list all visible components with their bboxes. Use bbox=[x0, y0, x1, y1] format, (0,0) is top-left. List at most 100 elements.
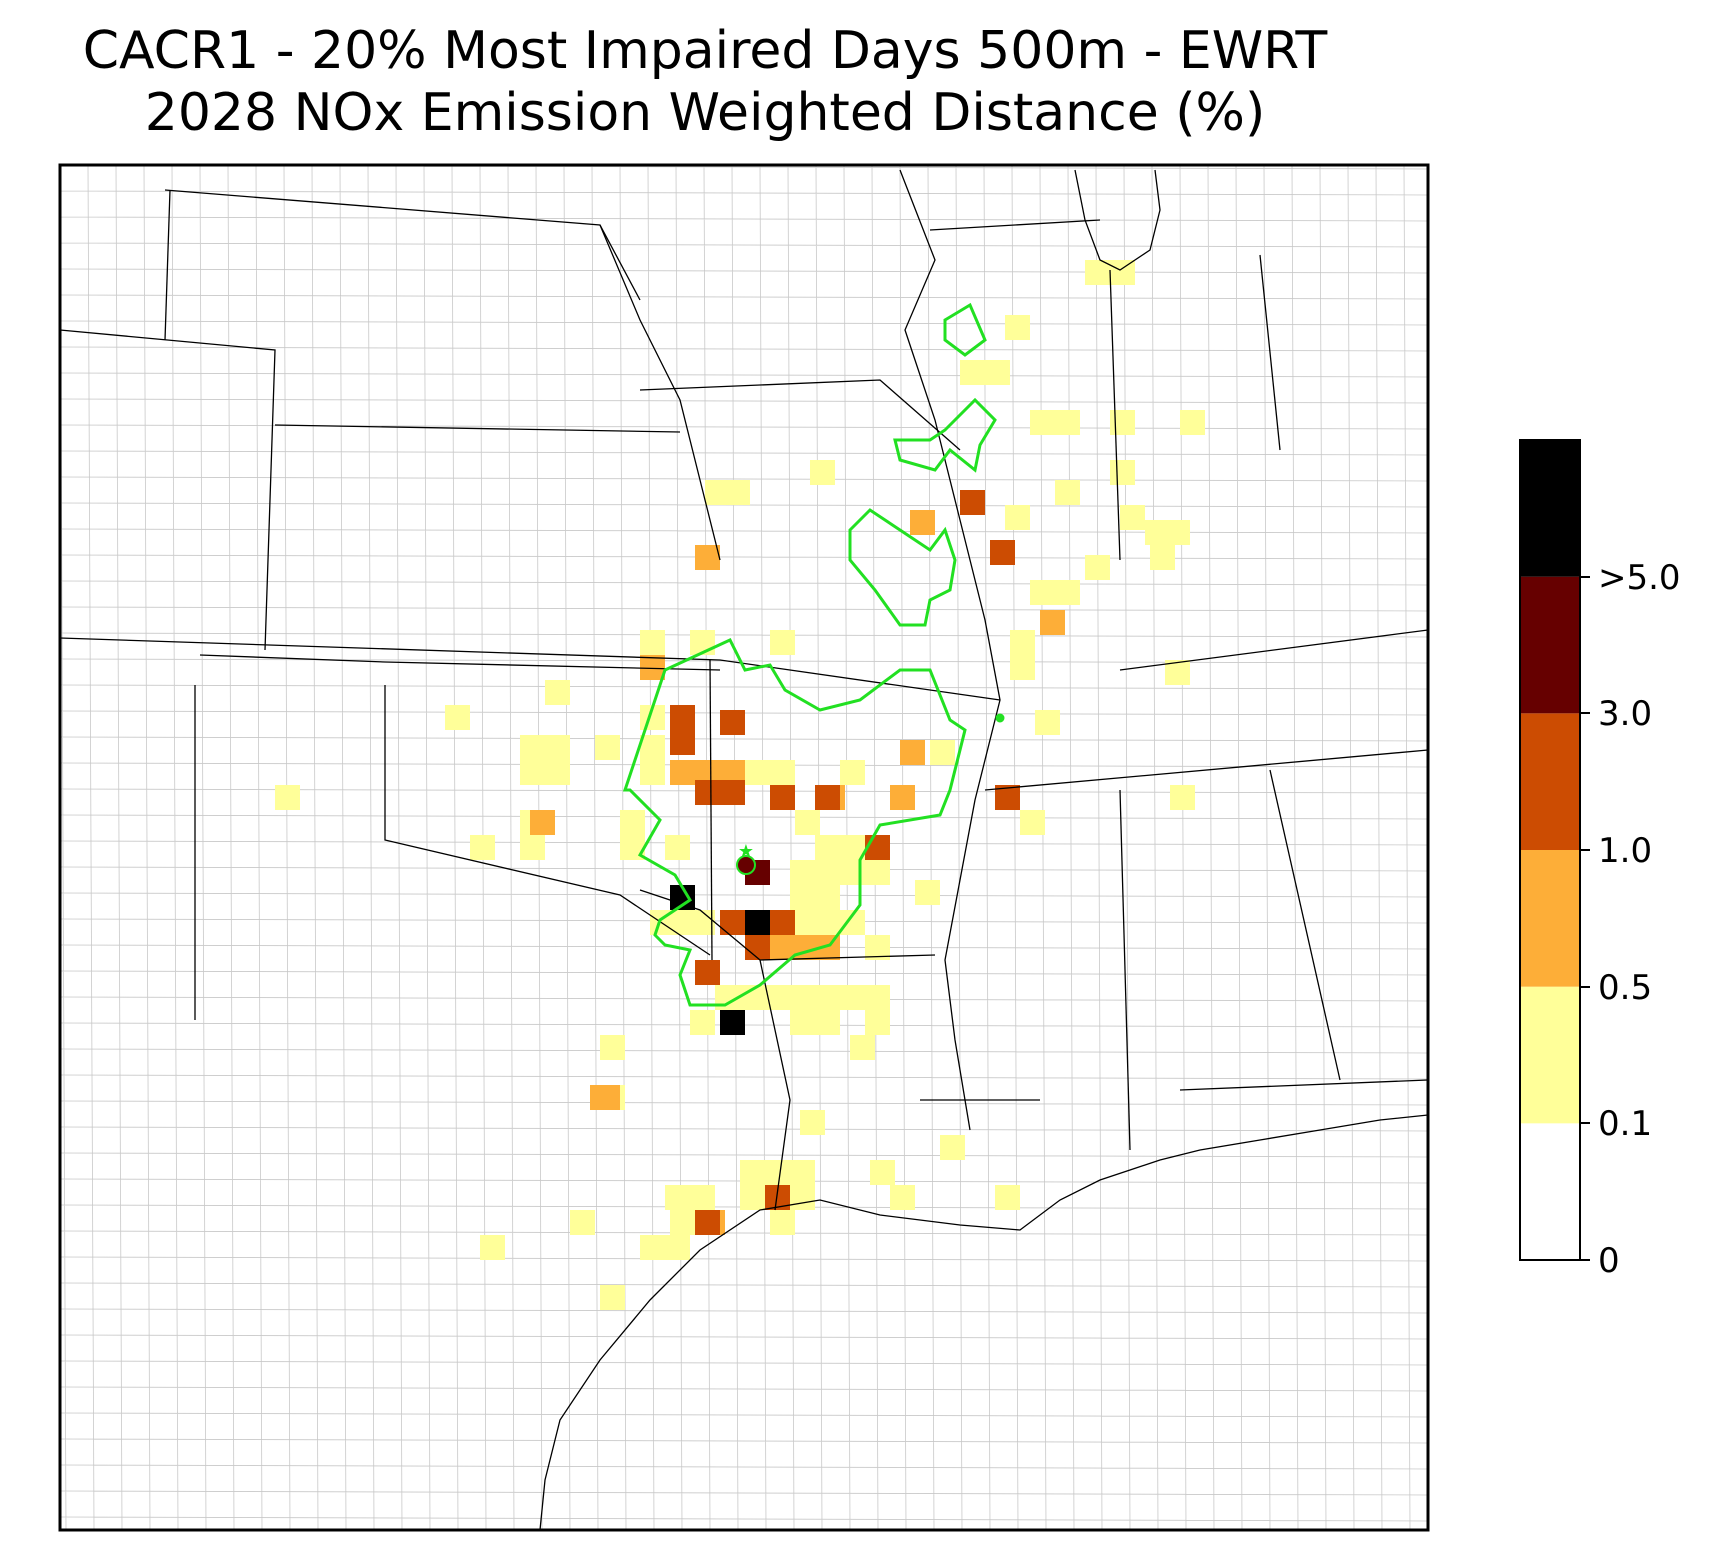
emission-cell bbox=[740, 1160, 765, 1185]
emission-cell bbox=[720, 1010, 745, 1035]
title-line-2: 2028 NOx Emission Weighted Distance (%) bbox=[144, 83, 1266, 143]
emission-cell bbox=[900, 740, 925, 765]
state-line-co-east bbox=[60, 329, 276, 651]
emission-cell bbox=[1030, 410, 1055, 435]
emission-cell bbox=[720, 780, 745, 805]
emission-cell bbox=[720, 710, 745, 735]
emission-cell bbox=[670, 760, 695, 785]
emission-cell bbox=[480, 1235, 505, 1260]
source-marker: ★ bbox=[736, 841, 756, 875]
emission-cell bbox=[740, 1185, 765, 1210]
emission-cell bbox=[815, 835, 840, 860]
impact-contour-lines bbox=[622, 302, 1005, 1007]
state-line-ok-ar bbox=[709, 659, 713, 961]
colorbar-bin-1 bbox=[1520, 986, 1580, 1124]
colorbar-bin-3 bbox=[1520, 713, 1580, 850]
emission-cell bbox=[790, 1185, 815, 1210]
state-line-il-in bbox=[1109, 269, 1121, 561]
emission-cell bbox=[520, 735, 545, 760]
emission-cell bbox=[545, 735, 570, 760]
emission-cell bbox=[665, 835, 690, 860]
state-line-wy bbox=[164, 189, 171, 341]
map-title: CACR1 - 20% Most Impaired Days 500m - EW… bbox=[0, 20, 1410, 144]
emission-cell bbox=[960, 490, 985, 515]
colorbar-tick-2: 0.5 bbox=[1598, 968, 1652, 1008]
colorbar-bin-5 bbox=[1520, 440, 1580, 577]
emission-cell bbox=[690, 1010, 715, 1035]
emission-cell bbox=[790, 860, 815, 885]
emission-cell bbox=[765, 1160, 790, 1185]
emission-cell bbox=[640, 1235, 665, 1260]
emission-cell bbox=[960, 360, 985, 385]
colorbar-bin-0 bbox=[1520, 1123, 1580, 1260]
emission-cell bbox=[670, 1210, 695, 1235]
river-mississippi bbox=[899, 169, 1001, 1131]
state-line-fl-panhandle bbox=[1179, 1079, 1428, 1091]
contour-main bbox=[622, 638, 967, 1007]
emission-cell bbox=[275, 785, 300, 810]
map-frame: ★ bbox=[58, 163, 1430, 1532]
emission-cell bbox=[770, 630, 795, 655]
emission-cell bbox=[670, 705, 695, 730]
state-line-al-ga bbox=[1269, 769, 1341, 1081]
state-line-la-tx bbox=[759, 959, 791, 1211]
colorbar-tick-4: 3.0 bbox=[1598, 694, 1652, 734]
emission-cell bbox=[545, 760, 570, 785]
emission-cell bbox=[765, 985, 790, 1010]
river-red bbox=[639, 889, 761, 961]
contour-dot bbox=[995, 713, 1005, 723]
emission-cell bbox=[545, 680, 570, 705]
emission-cell bbox=[840, 760, 865, 785]
state-line-ok-east bbox=[384, 685, 711, 956]
emission-cell bbox=[665, 1185, 690, 1210]
emission-cell bbox=[695, 1210, 720, 1235]
emission-cell bbox=[745, 935, 770, 960]
colorbar-tick-3: 1.0 bbox=[1598, 831, 1652, 871]
emission-cell bbox=[1055, 580, 1080, 605]
emission-cell bbox=[695, 780, 720, 805]
emission-cell bbox=[815, 1010, 840, 1035]
emission-cell bbox=[665, 1235, 690, 1260]
emission-cell bbox=[695, 545, 720, 570]
emission-cell bbox=[795, 810, 820, 835]
emission-cell bbox=[790, 1010, 815, 1035]
emission-cell bbox=[690, 910, 715, 935]
state-line-tn-south bbox=[984, 749, 1428, 791]
emission-cell bbox=[790, 885, 815, 910]
emission-cell bbox=[1110, 460, 1135, 485]
emission-cell bbox=[1055, 410, 1080, 435]
colorbar-tick-0: 0 bbox=[1598, 1241, 1620, 1280]
state-boundaries bbox=[60, 169, 1428, 1211]
contour-small bbox=[943, 302, 987, 357]
emission-cell bbox=[1035, 710, 1060, 735]
emission-cell bbox=[1110, 410, 1135, 435]
emission-cell bbox=[770, 910, 795, 935]
emission-cell bbox=[1150, 545, 1175, 570]
emission-cell bbox=[640, 630, 665, 655]
emission-cell bbox=[745, 760, 770, 785]
emission-cell bbox=[840, 985, 865, 1010]
emission-cell bbox=[570, 1210, 595, 1235]
state-line-ks-ok bbox=[199, 654, 721, 671]
emission-cell bbox=[1110, 260, 1135, 285]
emission-cell bbox=[1040, 610, 1065, 635]
state-line-mo-ia bbox=[639, 379, 961, 451]
emission-cell bbox=[445, 705, 470, 730]
emission-cell bbox=[670, 730, 695, 755]
state-line-ky-tn bbox=[1119, 629, 1428, 671]
emission-cell bbox=[815, 985, 840, 1010]
emission-cell bbox=[1170, 785, 1195, 810]
state-line-in-oh bbox=[1259, 254, 1281, 451]
emission-cell bbox=[520, 835, 545, 860]
title-line-1: CACR1 - 20% Most Impaired Days 500m - EW… bbox=[82, 21, 1328, 81]
state-line-ms-al bbox=[1119, 789, 1131, 1151]
emission-cell bbox=[770, 760, 795, 785]
emission-cell bbox=[1030, 580, 1055, 605]
colorbar-ticks bbox=[1580, 576, 1590, 1261]
emission-cell bbox=[600, 1035, 625, 1060]
emission-cell bbox=[910, 510, 935, 535]
colorbar: 0 0.1 0.5 1.0 3.0 >5.0 bbox=[1519, 439, 1680, 1280]
state-line-ne-south bbox=[274, 424, 681, 433]
star-icon: ★ bbox=[738, 841, 754, 862]
emission-cell bbox=[1005, 505, 1030, 530]
